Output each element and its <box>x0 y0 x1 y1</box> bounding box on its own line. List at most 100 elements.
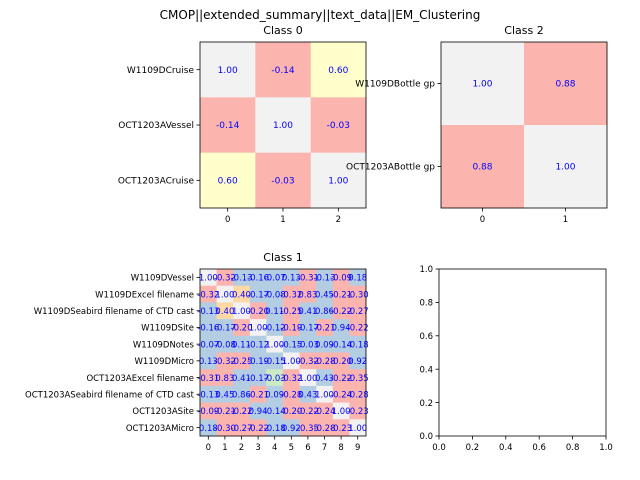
x-tick-label: 2 <box>336 215 341 225</box>
cell-value-label: 0.92 <box>348 357 367 367</box>
subplot-title: Class 1 <box>263 251 302 264</box>
heatmap-cell <box>349 419 367 437</box>
subplot-2: 1.00-0.32-0.13-0.16-0.070.13-0.31-0.13-0… <box>25 251 369 453</box>
cell-value-label: 0.41 <box>232 374 251 384</box>
heatmap-cell <box>310 97 367 153</box>
heatmap-cell <box>249 269 267 286</box>
cell-value-label: 1.00 <box>472 80 492 90</box>
cell-value-label: -0.22 <box>247 424 269 434</box>
cell-value-label: -0.22 <box>330 374 352 384</box>
cell-value-label: -0.32 <box>214 357 236 367</box>
subplot-title: Class 0 <box>263 24 302 37</box>
cell-value-label: -0.30 <box>347 290 369 300</box>
cell-value-label: 0.41 <box>298 307 317 317</box>
cell-value-label: 1.00 <box>348 424 367 434</box>
heatmap-cell <box>233 352 251 370</box>
heatmap-cell <box>283 385 300 403</box>
heatmap-cell <box>299 369 317 387</box>
cell-value-label: -0.21 <box>330 290 352 300</box>
cell-value-label: -0.35 <box>347 374 369 384</box>
cell-value-label: -0.14 <box>264 407 286 417</box>
heatmap-cell <box>349 402 367 420</box>
heatmap-cell <box>233 369 251 387</box>
heatmap-cell <box>349 369 367 387</box>
heatmap-cell <box>349 269 367 286</box>
heatmap-cell <box>316 419 334 437</box>
axes-frame <box>440 41 608 209</box>
y-tick-label: OCT1203ACruise <box>118 177 195 187</box>
x-tick-label: 2 <box>239 443 244 453</box>
cell-value-label: -0.20 <box>280 407 302 417</box>
heatmap-cell <box>299 385 317 403</box>
x-tick-label: 9 <box>355 443 360 453</box>
heatmap-cell <box>266 302 284 320</box>
y-tick-label: W1109DMicro <box>135 357 194 367</box>
x-tick-label: 0 <box>206 443 211 453</box>
cell-value-label: -0.13 <box>314 274 336 284</box>
cell-value-label: 0.40 <box>232 290 251 300</box>
cell-value-label: 0.09 <box>265 390 284 400</box>
cell-value-label: -0.09 <box>330 274 352 284</box>
cell-value-label: 0.18 <box>199 424 218 434</box>
x-tick-label: 0.8 <box>566 443 580 453</box>
cell-value-label: -0.19 <box>280 324 302 334</box>
heatmap-cell <box>200 285 217 303</box>
heatmap-cell <box>200 152 256 209</box>
heatmap-cell <box>316 269 334 286</box>
cell-value-label: -0.18 <box>347 340 369 350</box>
heatmap-cell <box>249 402 267 420</box>
heatmap-cell <box>249 335 267 353</box>
cell-value-label: -0.21 <box>247 390 269 400</box>
cell-value-label: 0.40 <box>215 307 234 317</box>
subplot-1: 1.00 0.88 0.88 1.00 W1109DBottle gp OCT1203AB… <box>346 24 608 225</box>
heatmap-cell <box>316 302 334 320</box>
heatmap-cell <box>266 385 284 403</box>
cell-value-label: 0.83 <box>215 374 234 384</box>
cell-value-label: 1.00 <box>215 290 234 300</box>
y-tick-label: 0.6 <box>419 332 433 342</box>
x-tick-label: 0 <box>225 215 230 225</box>
cell-value-label: 0.11 <box>265 307 284 317</box>
y-tick-label: 0.8 <box>419 299 433 309</box>
cell-value-label: -0.24 <box>314 407 336 417</box>
heatmap-cell <box>299 402 317 420</box>
cell-value-label: -0.20 <box>330 357 352 367</box>
cell-value-label: -0.16 <box>247 274 269 284</box>
heatmap-cell <box>283 419 300 437</box>
heatmap-cell <box>310 152 367 209</box>
y-tick-label: 0.4 <box>419 365 433 375</box>
cell-value-label: 0.45 <box>215 390 234 400</box>
heatmap-cell <box>200 302 217 320</box>
cell-value-label: 1.00 <box>332 407 351 417</box>
heatmap-cell <box>283 402 300 420</box>
cell-value-label: -0.13 <box>197 390 219 400</box>
cell-value-label: -0.12 <box>247 340 269 350</box>
heatmap-cell <box>332 352 350 370</box>
cell-value-label: 0.86 <box>315 307 334 317</box>
heatmap-cell <box>200 402 217 420</box>
heatmap-cell <box>233 319 251 337</box>
cell-value-label: 0.94 <box>332 324 351 334</box>
y-tick-label: W1109DExcel filename <box>95 290 194 300</box>
heatmap-cell <box>249 369 267 387</box>
cell-value-label: -0.14 <box>216 121 240 131</box>
heatmap-cell <box>283 285 300 303</box>
heatmap-cell <box>332 335 350 353</box>
heatmap-cell <box>316 285 334 303</box>
heatmap-cell <box>266 319 284 337</box>
y-tick-label: OCT1203AVessel <box>118 121 194 131</box>
cell-value-label: -0.28 <box>314 357 336 367</box>
cell-value-label: 1.00 <box>218 66 238 76</box>
cell-value-label: -0.32 <box>297 357 319 367</box>
cell-value-label: 1.00 <box>328 177 348 187</box>
heatmap-cell <box>266 285 284 303</box>
subplot-title: Class 2 <box>504 24 543 37</box>
x-tick-label: 0.2 <box>466 443 480 453</box>
cell-value-label: -0.35 <box>297 424 319 434</box>
cell-value-label: -0.13 <box>197 307 219 317</box>
cell-value-label: -0.32 <box>214 274 236 284</box>
heatmap-cell <box>200 419 217 437</box>
axes-frame <box>438 268 607 437</box>
heatmap-cell <box>266 419 284 437</box>
heatmap-cell <box>200 97 256 153</box>
